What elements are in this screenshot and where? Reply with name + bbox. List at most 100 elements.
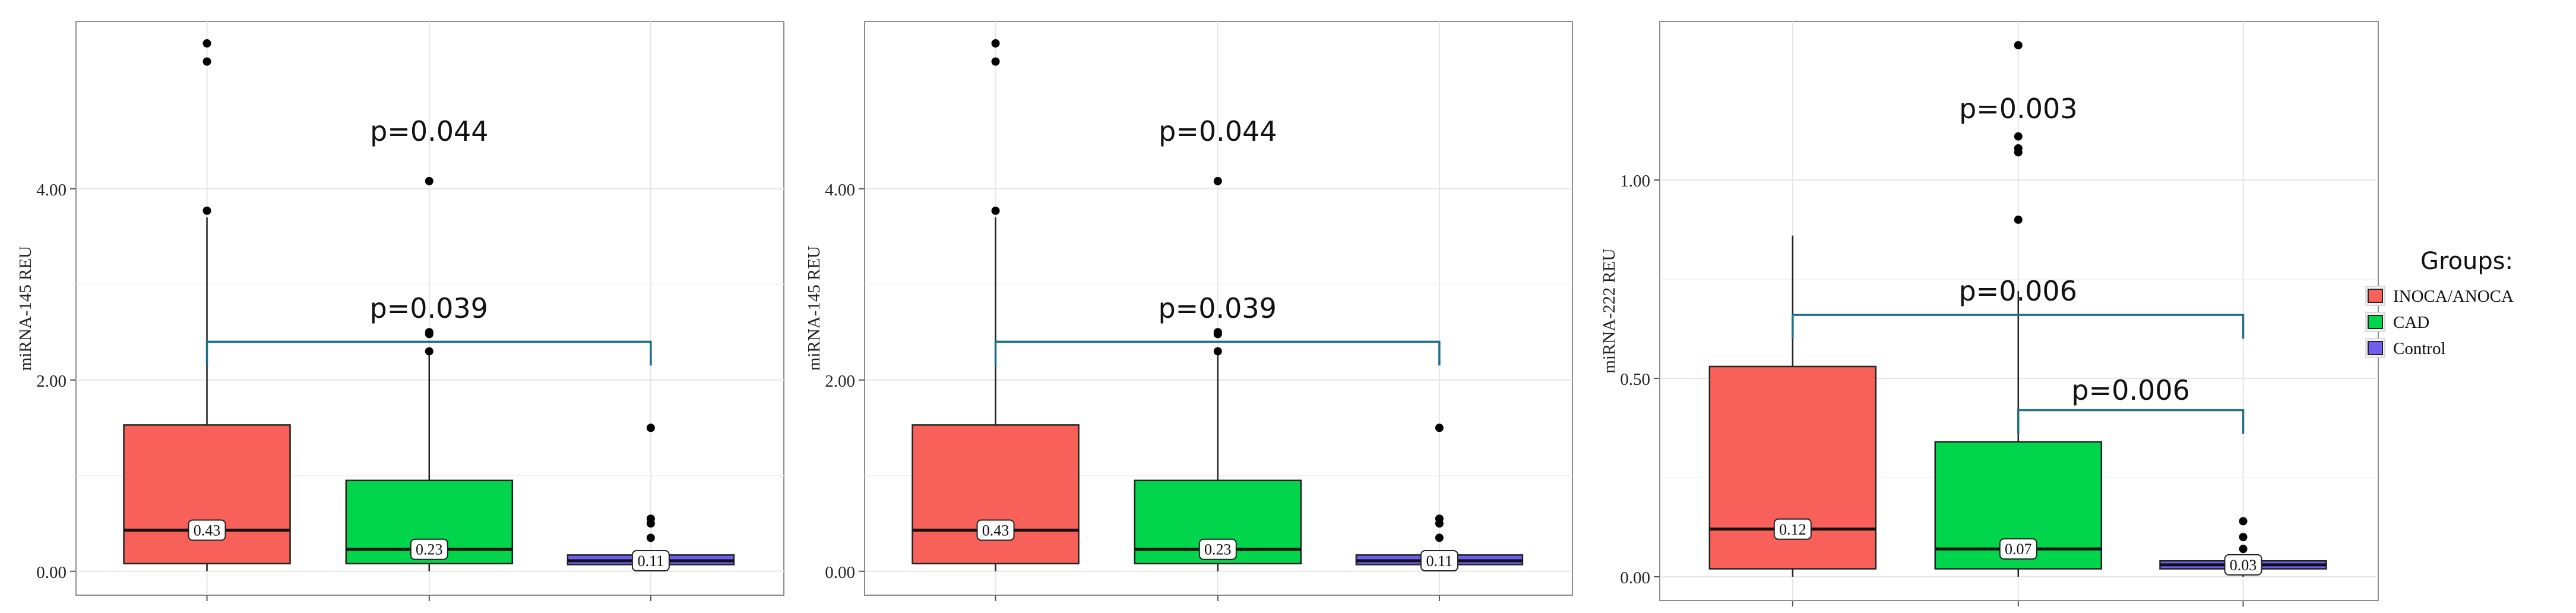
box-inoca-anoca: 0.43 [912,39,1080,571]
p-value-label: p=0.006 [2071,374,2189,406]
p-value-label: p=0.044 [370,115,488,147]
box-body [123,424,291,565]
box-control: 0.11 [1355,424,1524,572]
outlier-point [1213,176,1222,185]
outlier-point [646,533,655,542]
median-label-box [1420,550,1458,572]
median-label: 0.43 [194,522,221,539]
median-label: 0.07 [2005,541,2032,558]
median-label-box [1999,538,2037,560]
p-value-label: p=0.003 [1959,93,2077,125]
y-axis-label: miRNA-145 REU [16,246,35,371]
legend-title: Groups: [2420,248,2513,275]
outlier-point [425,176,433,185]
y-tick-label: 2.00 [36,372,67,391]
y-axis-label: miRNA-145 REU [805,246,824,371]
legend-label: CAD [2393,313,2429,332]
outlier-point [646,424,655,432]
box-control: 0.11 [567,424,735,572]
box-inoca-anoca: 0.12 [1708,235,1877,577]
box-body [912,424,1080,565]
outlier-point [1435,533,1444,542]
chart-panel-3: 0.00 0.50 1.00 miRNA-222 REU 0.12 0.07 0.03 p=0… [1600,21,2379,606]
outlier-point [1435,424,1444,432]
box-control: 0.03 [2159,517,2327,577]
p-value-label: p=0.039 [369,292,488,324]
y-tick-label: 4.00 [825,181,855,200]
y-tick-label: 0.00 [825,563,855,582]
significance-bracket [2017,409,2245,434]
legend: Groups: INOCA/ANOCA CAD Control [2365,248,2514,358]
outlier-point [202,57,211,66]
p-value-label: p=0.006 [1958,275,2077,307]
median-label: 0.23 [416,541,443,558]
y-axis-label: miRNA-222 REU [1600,248,1619,373]
legend-item-cad: CAD [2365,312,2429,332]
panels: 0.00 2.00 4.00 miRNA-145 REU 0.43 0.23 0.11 p=0… [16,21,2379,606]
y-tick-label: 0.50 [1620,370,1650,389]
outlier-point [1213,328,1222,337]
legend-items: INOCA/ANOCA CAD Control [2365,286,2514,358]
median-label-box [631,550,670,572]
legend-item-control: Control [2365,338,2446,358]
median-label: 0.23 [1204,541,1232,558]
p-value-annotation: p=0.006 [2017,374,2245,434]
legend-swatch [2368,341,2383,355]
p-value-annotation: p=0.039 [994,292,1441,366]
y-tick-label: 2.00 [825,372,855,391]
outlier-point [991,39,1000,48]
outlier-point [2014,215,2023,224]
significance-bracket [1792,314,2245,339]
p-value-annotation: p=0.006 [1792,275,2245,339]
p-value-label: p=0.039 [1158,292,1276,324]
median-label: 0.43 [982,522,1009,539]
median-label: 0.03 [2230,557,2257,574]
y-tick-label: 0.00 [1620,568,1650,587]
median-label-box [188,519,226,541]
outlier-point [1435,514,1444,523]
outlier-point [646,514,655,523]
outlier-point [202,206,211,215]
p-value-annotation: p=0.039 [205,292,652,366]
outlier-point [425,347,433,356]
p-value-annotation: p=0.044 [370,115,488,147]
y-tick-label: 4.00 [36,181,67,200]
median-label: 0.11 [638,552,664,570]
legend-label: Control [2393,339,2446,358]
outlier-point [2014,132,2023,141]
median-label: 0.11 [1426,552,1453,570]
y-tick-label: 0.00 [36,563,67,582]
legend-item-inoca-anoca: INOCA/ANOCA [2365,286,2514,306]
y-tick-label: 1.00 [1620,172,1650,191]
p-value-annotation: p=0.003 [1959,93,2077,125]
box-inoca-anoca: 0.43 [123,39,291,571]
median-label-box [1773,518,1812,540]
outlier-point [1213,347,1222,356]
outlier-point [2014,41,2023,50]
legend-label: INOCA/ANOCA [2393,287,2514,306]
significance-bracket [994,340,1441,366]
median-label: 0.12 [1779,521,1806,538]
box-cad: 0.23 [345,176,514,571]
significance-bracket [205,340,652,366]
outlier-point [991,57,1000,66]
median-label-box [1198,538,1237,560]
outlier-point [2239,517,2248,526]
p-value-annotation: p=0.044 [1159,115,1277,147]
legend-swatch [2368,289,2383,303]
median-label-box [976,519,1015,541]
legend-swatch [2368,315,2383,329]
chart-panel-1: 0.00 2.00 4.00 miRNA-145 REU 0.43 0.23 0.11 p=0… [16,21,784,601]
outlier-point [991,206,1000,215]
median-label-box [410,538,448,560]
outlier-point [202,39,211,48]
chart-panel-2: 0.00 2.00 4.00 miRNA-145 REU 0.43 0.23 0.11 p=0… [805,21,1573,601]
outlier-point [2239,545,2248,554]
outlier-point [425,328,433,337]
p-value-label: p=0.044 [1159,115,1277,147]
outlier-point [2239,533,2248,542]
outlier-point [2014,144,2023,153]
box-cad: 0.07 [1934,41,2103,577]
median-label-box [2224,554,2262,576]
